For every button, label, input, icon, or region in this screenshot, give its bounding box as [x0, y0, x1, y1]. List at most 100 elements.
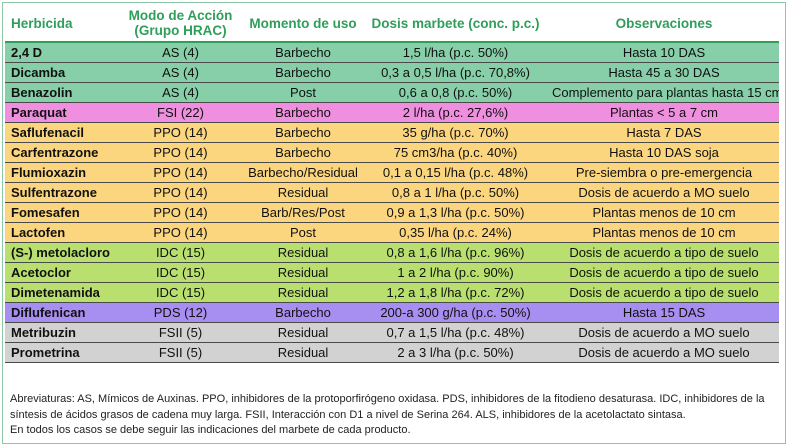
cell-momento-uso: Residual	[244, 262, 362, 283]
cell-momento-uso: Barbecho	[244, 62, 362, 83]
table-row: Fomesafen PPO (14) Barb/Res/Post 0,9 a 1,3 …	[5, 202, 779, 223]
cell-observaciones: Hasta 10 DAS	[549, 41, 779, 63]
table-row: Paraquat FSI (22) Barbecho 2 l/ha (p.c. 27,…	[5, 102, 779, 123]
abbreviations-note: Abreviaturas: AS, Mímicos de Auxinas. PP…	[10, 393, 765, 421]
cell-dosis: 1,5 l/ha (p.c. 50%)	[362, 41, 549, 63]
cell-dosis: 35 g/ha (p.c. 70%)	[362, 122, 549, 143]
cell-herbicida: Prometrina	[5, 342, 117, 363]
cell-momento-uso: Barbecho	[244, 122, 362, 143]
cell-momento-uso: Residual	[244, 322, 362, 343]
cell-momento-uso: Residual	[244, 182, 362, 203]
cell-herbicida: Fomesafen	[5, 202, 117, 223]
footnotes: Abreviaturas: AS, Mímicos de Auxinas. PP…	[10, 392, 778, 439]
cell-dosis: 0,8 a 1 l/ha (p.c. 50%)	[362, 182, 549, 203]
cell-momento-uso: Post	[244, 222, 362, 243]
cell-modo-accion: PDS (12)	[117, 302, 244, 323]
cell-dosis: 0,8 a 1,6 l/ha (p.c. 96%)	[362, 242, 549, 263]
cell-observaciones: Dosis de acuerdo a MO suelo	[549, 182, 779, 203]
table-header-row: Herbicida Modo de Acción (Grupo HRAC) Mo…	[5, 5, 779, 43]
cell-momento-uso: Barbecho	[244, 41, 362, 63]
cell-observaciones: Dosis de acuerdo a tipo de suelo	[549, 242, 779, 263]
cell-herbicida: Diflufenican	[5, 302, 117, 323]
header-dosis: Dosis marbete (conc. p.c.)	[362, 5, 549, 43]
cell-observaciones: Dosis de acuerdo a tipo de suelo	[549, 262, 779, 283]
cell-modo-accion: FSII (5)	[117, 322, 244, 343]
cell-herbicida: Acetoclor	[5, 262, 117, 283]
cell-observaciones: Plantas menos de 10 cm	[549, 222, 779, 243]
cell-observaciones: Complemento para plantas hasta 15 cm	[549, 82, 779, 103]
cell-modo-accion: AS (4)	[117, 41, 244, 63]
cell-observaciones: Hasta 10 DAS soja	[549, 142, 779, 163]
cell-momento-uso: Barb/Res/Post	[244, 202, 362, 223]
cell-observaciones: Hasta 15 DAS	[549, 302, 779, 323]
cell-dosis: 0,1 a 0,15 l/ha (p.c. 48%)	[362, 162, 549, 183]
cell-herbicida: (S-) metolacloro	[5, 242, 117, 263]
cell-modo-accion: FSI (22)	[117, 102, 244, 123]
table-row: Lactofen PPO (14) Post 0,35 l/ha (p.c. 24%)…	[5, 222, 779, 243]
cell-observaciones: Dosis de acuerdo a MO suelo	[549, 322, 779, 343]
table-row: Saflufenacil PPO (14) Barbecho 35 g/ha (p.c…	[5, 122, 779, 143]
cell-observaciones: Dosis de acuerdo a tipo de suelo	[549, 282, 779, 303]
table-body: 2,4 D AS (4) Barbecho 1,5 l/ha (p.c. 50%) Ha…	[5, 41, 779, 363]
header-herbicida: Herbicida	[5, 5, 117, 43]
cell-herbicida: 2,4 D	[5, 41, 117, 63]
cell-momento-uso: Residual	[244, 282, 362, 303]
cell-dosis: 0,7 a 1,5 l/ha (p.c. 48%)	[362, 322, 549, 343]
cell-dosis: 0,3 a 0,5 l/ha (p.c. 70,8%)	[362, 62, 549, 83]
cell-herbicida: Flumioxazin	[5, 162, 117, 183]
cell-herbicida: Lactofen	[5, 222, 117, 243]
cell-momento-uso: Post	[244, 82, 362, 103]
table-row: Prometrina FSII (5) Residual 2 a 3 l/ha (p.…	[5, 342, 779, 363]
cell-momento-uso: Barbecho/Residual	[244, 162, 362, 183]
cell-observaciones: Hasta 7 DAS	[549, 122, 779, 143]
cell-modo-accion: PPO (14)	[117, 162, 244, 183]
cell-observaciones: Plantas < 5 a 7 cm	[549, 102, 779, 123]
table-row: 2,4 D AS (4) Barbecho 1,5 l/ha (p.c. 50%) Ha…	[5, 41, 779, 63]
header-observaciones: Observaciones	[549, 5, 779, 43]
cell-momento-uso: Residual	[244, 242, 362, 263]
cell-herbicida: Saflufenacil	[5, 122, 117, 143]
cell-dosis: 2 a 3 l/ha (p.c. 50%)	[362, 342, 549, 363]
cell-dosis: 200-a 300 g/ha (p.c. 50%)	[362, 302, 549, 323]
table-row: Acetoclor IDC (15) Residual 1 a 2 l/ha (p.c…	[5, 262, 779, 283]
table-row: Dicamba AS (4) Barbecho 0,3 a 0,5 l/ha (p.c…	[5, 62, 779, 83]
cell-herbicida: Benazolin	[5, 82, 117, 103]
cell-modo-accion: AS (4)	[117, 82, 244, 103]
table-row: (S-) metolacloro IDC (15) Residual 0,8 a 1,…	[5, 242, 779, 263]
table-row: Sulfentrazone PPO (14) Residual 0,8 a 1 l/h…	[5, 182, 779, 203]
cell-herbicida: Dimetenamida	[5, 282, 117, 303]
cell-modo-accion: FSII (5)	[117, 342, 244, 363]
herbicide-table: Herbicida Modo de Acción (Grupo HRAC) Mo…	[5, 5, 779, 363]
cell-herbicida: Dicamba	[5, 62, 117, 83]
cell-modo-accion: PPO (14)	[117, 202, 244, 223]
cell-herbicida: Sulfentrazone	[5, 182, 117, 203]
cell-modo-accion: PPO (14)	[117, 142, 244, 163]
cell-observaciones: Hasta 45 a 30 DAS	[549, 62, 779, 83]
final-note: En todos los casos se debe seguir las in…	[10, 424, 411, 436]
cell-herbicida: Paraquat	[5, 102, 117, 123]
cell-modo-accion: AS (4)	[117, 62, 244, 83]
cell-dosis: 1 a 2 l/ha (p.c. 90%)	[362, 262, 549, 283]
cell-modo-accion: IDC (15)	[117, 242, 244, 263]
cell-modo-accion: IDC (15)	[117, 262, 244, 283]
cell-modo-accion: IDC (15)	[117, 282, 244, 303]
cell-dosis: 1,2 a 1,8 l/ha (p.c. 72%)	[362, 282, 549, 303]
cell-observaciones: Dosis de acuerdo a MO suelo	[549, 342, 779, 363]
cell-momento-uso: Barbecho	[244, 102, 362, 123]
cell-dosis: 0,35 l/ha (p.c. 24%)	[362, 222, 549, 243]
cell-modo-accion: PPO (14)	[117, 122, 244, 143]
cell-momento-uso: Residual	[244, 342, 362, 363]
cell-momento-uso: Barbecho	[244, 302, 362, 323]
cell-momento-uso: Barbecho	[244, 142, 362, 163]
cell-modo-accion: PPO (14)	[117, 182, 244, 203]
cell-herbicida: Metribuzin	[5, 322, 117, 343]
cell-dosis: 2 l/ha (p.c. 27,6%)	[362, 102, 549, 123]
table-row: Flumioxazin PPO (14) Barbecho/Residual 0,1 …	[5, 162, 779, 183]
table-row: Diflufenican PDS (12) Barbecho 200-a 300 g/…	[5, 302, 779, 323]
table-row: Benazolin AS (4) Post 0,6 a 0,8 (p.c. 50%) C…	[5, 82, 779, 103]
cell-dosis: 75 cm3/ha (p.c. 40%)	[362, 142, 549, 163]
cell-observaciones: Plantas menos de 10 cm	[549, 202, 779, 223]
cell-dosis: 0,6 a 0,8 (p.c. 50%)	[362, 82, 549, 103]
header-momento-uso: Momento de uso	[244, 5, 362, 43]
